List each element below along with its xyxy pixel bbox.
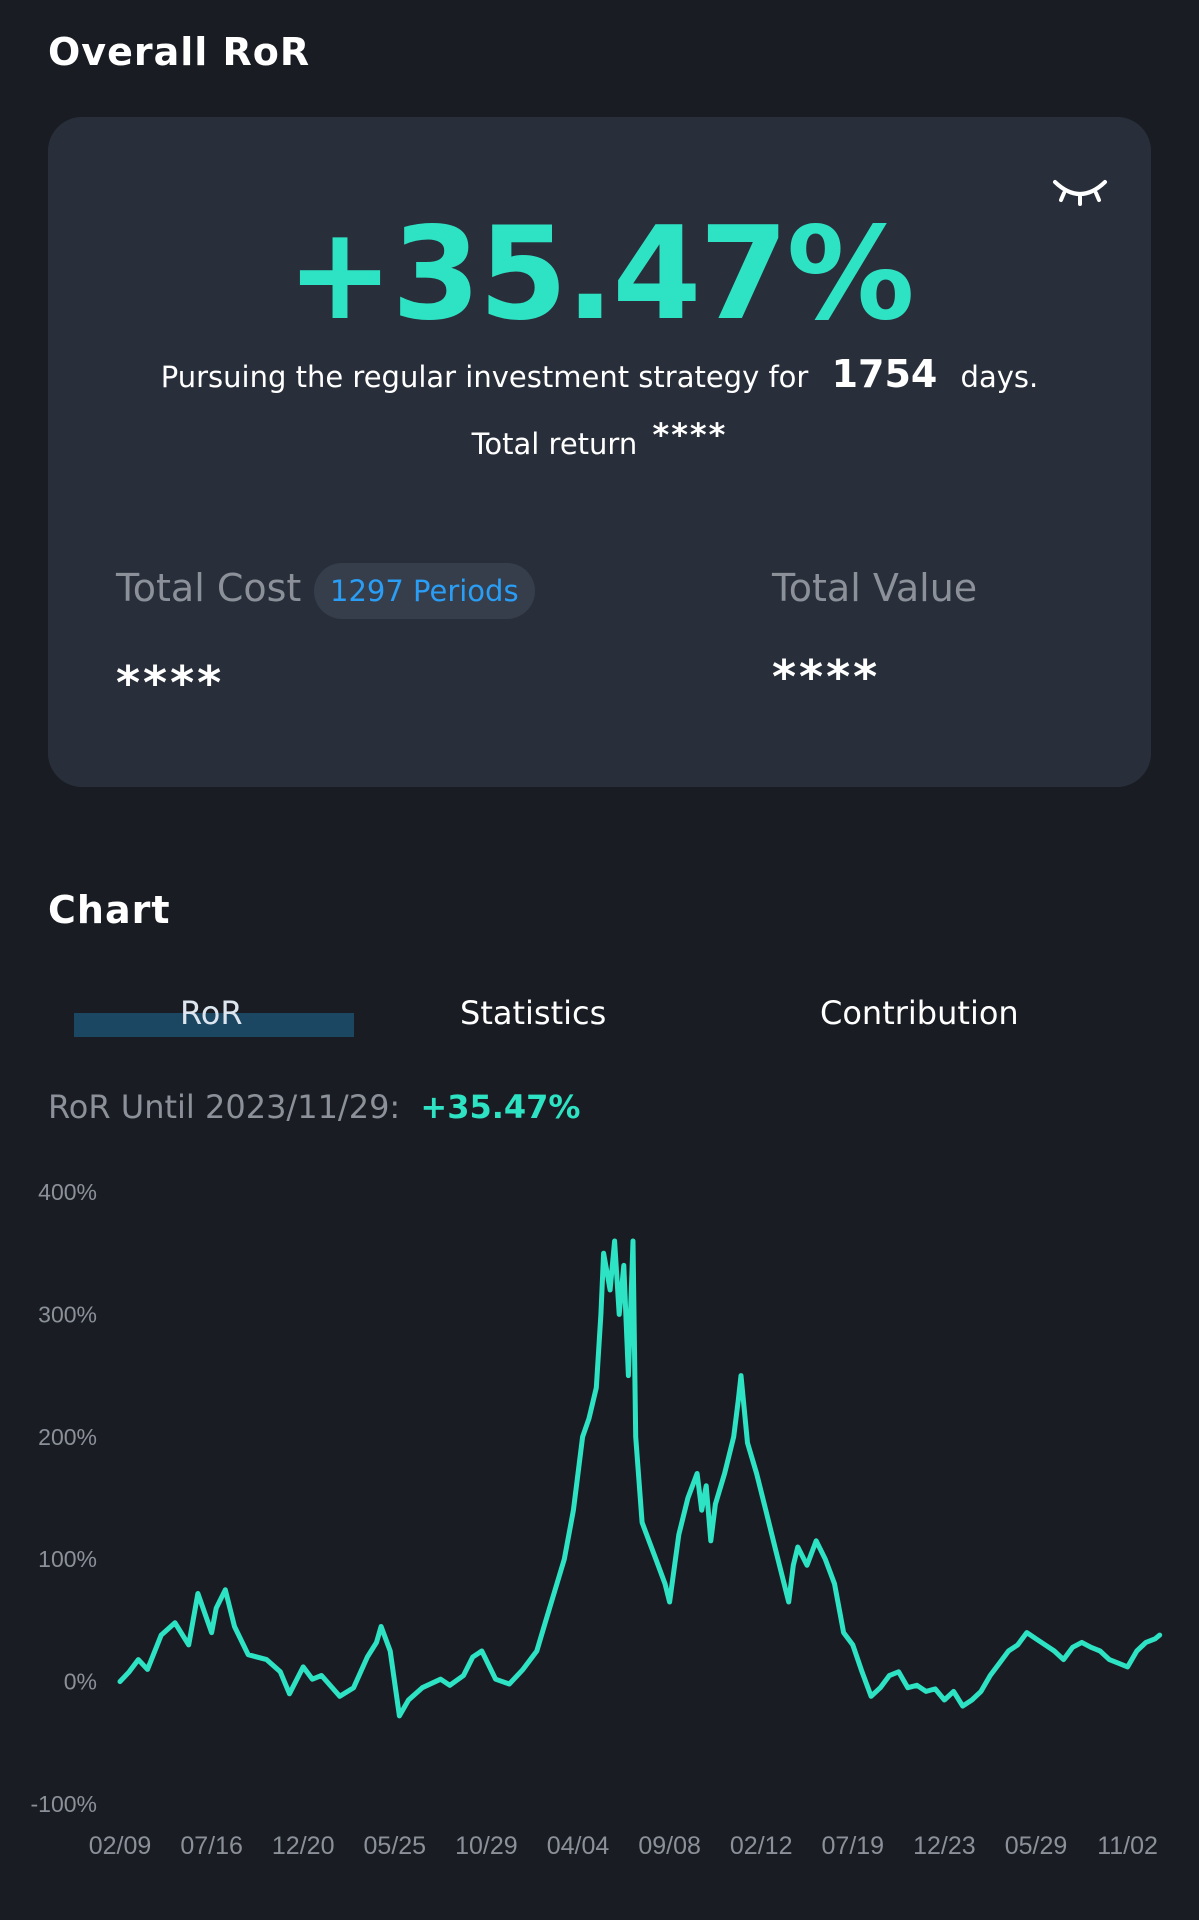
y-tick-label: 100% — [38, 1546, 97, 1572]
y-tick-label: 200% — [38, 1424, 97, 1450]
x-tick-label: 02/12 — [730, 1832, 793, 1860]
total-cost-value: **** — [116, 656, 225, 710]
tab-ror[interactable]: RoR — [180, 994, 243, 1032]
eye-closed-icon[interactable] — [1052, 176, 1108, 206]
total-return-value: **** — [652, 416, 728, 454]
x-tick-label: 05/25 — [364, 1832, 427, 1860]
ror-until-label: RoR Until 2023/11/29: — [48, 1088, 401, 1126]
total-return-label: Total return — [471, 427, 638, 461]
x-tick-label: 07/16 — [180, 1832, 243, 1860]
y-tick-label: -100% — [31, 1791, 97, 1817]
total-value-value: **** — [772, 650, 881, 704]
x-tick-label: 12/23 — [913, 1832, 976, 1860]
summary-card — [48, 117, 1151, 787]
x-tick-label: 09/08 — [638, 1832, 701, 1860]
selected-tab-indicator — [74, 1013, 354, 1037]
total-value-label: Total Value — [772, 566, 978, 610]
y-tick-label: 0% — [64, 1669, 97, 1695]
x-tick-label: 04/04 — [547, 1832, 610, 1860]
tab-contribution[interactable]: Contribution — [820, 994, 1019, 1032]
y-tick-label: 300% — [38, 1301, 97, 1327]
days-count: 1754 — [831, 352, 938, 396]
x-tick-label: 02/09 — [89, 1832, 152, 1860]
strategy-prefix: Pursuing the regular investment strategy… — [160, 360, 809, 394]
y-tick-label: 400% — [38, 1179, 97, 1205]
periods-badge[interactable]: 1297 Periods — [314, 563, 535, 619]
total-return-row: Total return **** — [0, 416, 1199, 461]
days-suffix: days. — [960, 360, 1039, 394]
ror-until-row: RoR Until 2023/11/29: +35.47% — [48, 1088, 580, 1126]
strategy-duration-text: Pursuing the regular investment strategy… — [0, 352, 1199, 396]
x-tick-label: 11/02 — [1097, 1832, 1158, 1860]
tab-statistics[interactable]: Statistics — [460, 994, 607, 1032]
ror-series-line — [117, 1238, 1163, 1719]
ror-until-value: +35.47% — [420, 1088, 581, 1126]
total-cost-label: Total Cost — [116, 566, 302, 610]
x-tick-label: 10/29 — [455, 1832, 518, 1860]
x-tick-label: 07/19 — [822, 1832, 885, 1860]
x-tick-label: 12/20 — [272, 1832, 335, 1860]
chart-section-title: Chart — [48, 888, 171, 932]
page-title: Overall RoR — [48, 30, 311, 74]
x-tick-label: 05/29 — [1005, 1832, 1068, 1860]
ror-line-chart[interactable]: 400% 300% 200% 100% 0% -100% 02/09 07/16 12/20 05… — [0, 1160, 1199, 1860]
overall-ror-value: +35.47% — [286, 200, 914, 349]
